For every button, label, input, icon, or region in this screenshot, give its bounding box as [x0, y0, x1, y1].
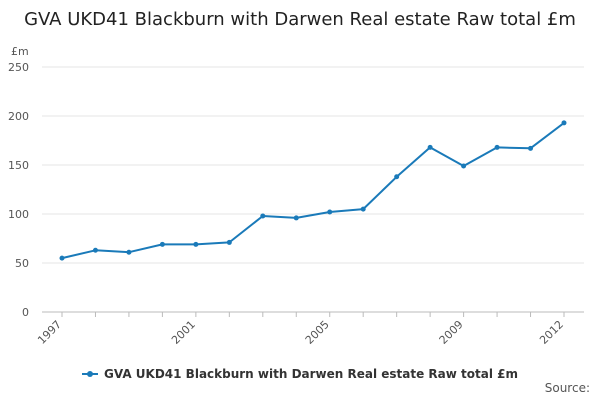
legend[interactable]: GVA UKD41 Blackburn with Darwen Real est… [0, 367, 600, 381]
data-point [528, 145, 534, 151]
legend-line-icon [82, 370, 99, 377]
x-tick-label: 2001 [169, 318, 198, 347]
data-point [461, 163, 467, 169]
chart-title: GVA UKD41 Blackburn with Darwen Real est… [24, 9, 576, 30]
data-point [427, 144, 433, 150]
y-tick-label: 50 [15, 257, 29, 270]
x-axis: 1997 2001 2005 2009 2012 [35, 312, 566, 347]
y-tick-label: 0 [22, 306, 29, 319]
data-point [394, 174, 400, 180]
x-tick-label: 2009 [437, 318, 466, 347]
source-text: Source: [544, 381, 590, 395]
data-point [193, 241, 199, 247]
data-point [226, 239, 232, 245]
x-tick-label: 1997 [35, 318, 64, 347]
data-point [159, 241, 165, 247]
y-tick-label: 150 [8, 159, 29, 172]
data-point [126, 249, 132, 255]
series-line [61, 121, 565, 260]
y-tick-label: 250 [8, 61, 29, 74]
data-point [293, 215, 299, 221]
y-tick-label: 200 [8, 110, 29, 123]
x-tick-label: 2005 [303, 318, 332, 347]
data-point [260, 213, 266, 219]
gridlines [42, 66, 584, 313]
y-axis-ticks: 0 50 100 150 200 250 [8, 61, 29, 319]
data-point [92, 247, 98, 253]
y-tick-label: 100 [8, 208, 29, 221]
y-axis-unit-label: £m [11, 45, 29, 58]
series-layer [59, 120, 567, 261]
data-point [561, 120, 567, 126]
x-tick-label: 2012 [537, 318, 566, 347]
data-point [59, 255, 65, 261]
data-point [327, 209, 333, 215]
data-point [494, 144, 500, 150]
data-point [360, 206, 366, 212]
legend-label: GVA UKD41 Blackburn with Darwen Real est… [104, 367, 518, 381]
